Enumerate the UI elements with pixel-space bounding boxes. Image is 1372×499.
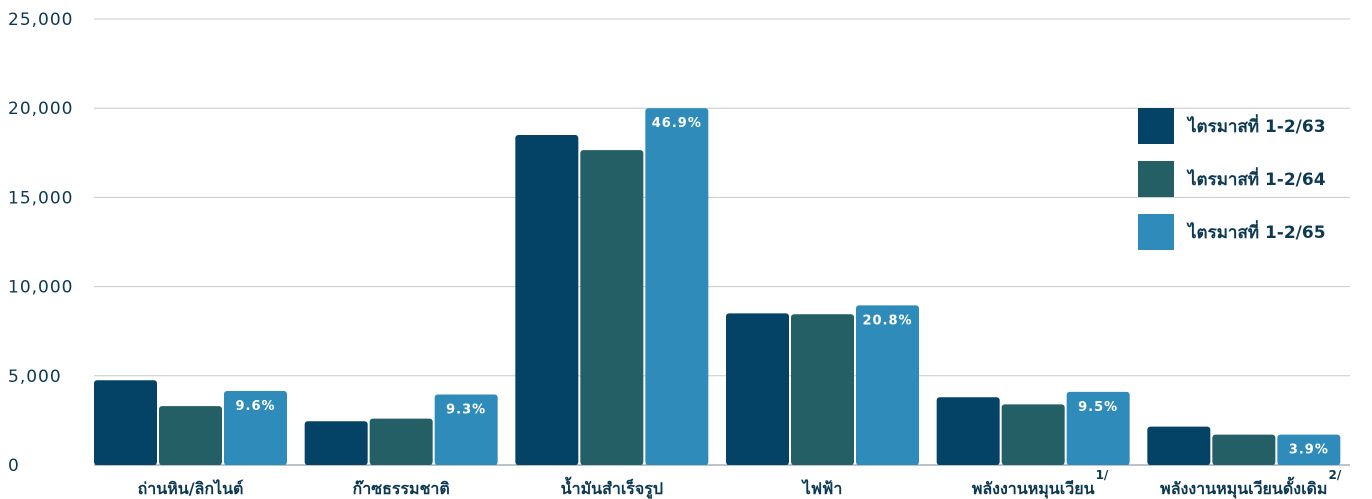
x-tick-label: ก๊าซธรรมชาติ [353, 479, 450, 498]
data-label: 9.6% [235, 399, 275, 414]
x-tick-label: พลังงานหมุนเวียน [972, 479, 1095, 499]
legend-label: ไตรมาสที่ 1-2/65 [1186, 220, 1326, 243]
legend-swatch [1138, 161, 1174, 197]
y-tick-label: 0 [8, 456, 20, 476]
bar [1147, 426, 1211, 465]
y-axis-ticks: 0 5,000 10,000 15,000 20,000 25,000 [8, 10, 73, 476]
x-tick-superscript: 2/ [1328, 468, 1341, 482]
bar [94, 380, 157, 465]
legend: ไตรมาสที่ 1-2/63 ไตรมาสที่ 1-2/64 ไตรมาสที… [1138, 108, 1326, 250]
x-tick-label: พลังงานหมุนเวียนดั้งเดิม [1160, 476, 1327, 499]
x-tick-label: น้ำมันสำเร็จรูป [561, 476, 663, 499]
data-labels: 9.6% 9.3% 46.9% 20.8% 9.5% 3.9% [235, 116, 1329, 458]
x-axis-ticks: ถ่านหิน/ลิกไนต์ ก๊าซธรรมชาติ น้ำมันสำเร็จร… [138, 468, 1342, 499]
bars [94, 108, 1341, 465]
legend-swatch [1138, 214, 1174, 250]
data-label: 9.3% [446, 403, 486, 418]
x-tick-label: ไฟฟ้า [801, 479, 843, 498]
y-tick-label: 10,000 [8, 278, 73, 298]
x-tick-superscript: 1/ [1096, 468, 1109, 482]
data-label: 3.9% [1289, 443, 1329, 458]
data-label: 20.8% [862, 313, 912, 328]
data-label: 9.5% [1078, 400, 1118, 415]
legend-swatch [1138, 108, 1174, 144]
bar [369, 418, 433, 465]
y-tick-label: 5,000 [8, 367, 62, 387]
x-tick-label: ถ่านหิน/ลิกไนต์ [138, 479, 244, 498]
gridlines [94, 18, 1350, 466]
bar [304, 421, 368, 465]
bar [1212, 434, 1276, 465]
bar [1277, 434, 1341, 465]
bar [580, 150, 644, 465]
legend-label: ไตรมาสที่ 1-2/64 [1186, 167, 1326, 190]
data-label: 46.9% [652, 116, 702, 131]
bar [159, 406, 222, 465]
bar [434, 394, 498, 465]
y-tick-label: 20,000 [8, 99, 73, 119]
bar [1066, 391, 1130, 465]
bar [856, 305, 919, 465]
legend-label: ไตรมาสที่ 1-2/63 [1186, 114, 1326, 137]
bar [224, 390, 287, 465]
bar [936, 397, 1000, 465]
bar [515, 134, 579, 465]
y-tick-label: 25,000 [8, 10, 73, 30]
y-tick-label: 15,000 [8, 188, 73, 208]
bar [791, 314, 854, 465]
bar [1001, 404, 1065, 465]
bar [726, 313, 789, 465]
bar [645, 108, 709, 465]
